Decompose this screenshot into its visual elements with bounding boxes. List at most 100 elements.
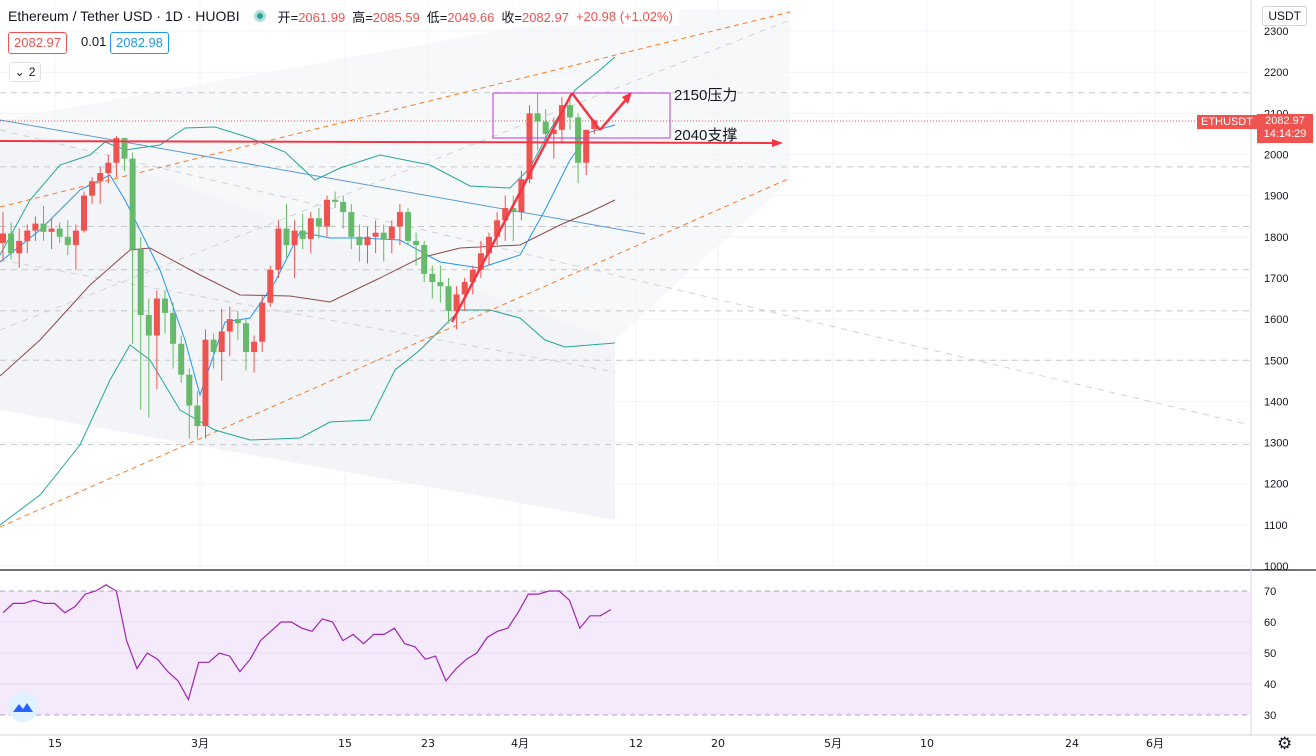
- price-tick-label: 1700: [1264, 273, 1288, 285]
- rsi-tick-label: 70: [1264, 586, 1276, 598]
- chevron-down-icon: ⌄: [14, 65, 25, 79]
- candle-body: [121, 138, 128, 159]
- time-tick-label: 24: [1065, 737, 1079, 750]
- candle-body: [510, 207, 517, 213]
- candle-body: [97, 173, 104, 182]
- time-tick-label: 15: [48, 737, 62, 750]
- candle-body: [283, 228, 290, 246]
- projection-arrow: [450, 92, 574, 323]
- resistance-annotation[interactable]: 2150压力: [674, 87, 738, 104]
- candle-body: [477, 253, 484, 270]
- candle-body: [518, 179, 525, 213]
- chart-legend[interactable]: Ethereum / Tether USD · 1D · HUOBI 开=206…: [8, 6, 679, 26]
- candle-body: [405, 212, 411, 241]
- candle-body: [461, 282, 468, 295]
- rsi-series: [2, 584, 612, 702]
- moving-average-line: [0, 124, 616, 397]
- candle-body: [113, 138, 120, 163]
- tradingview-logo-icon[interactable]: [8, 692, 38, 722]
- high-value: 高=2085.59: [352, 9, 420, 25]
- support-annotation[interactable]: 2040支撑: [674, 127, 738, 144]
- candle-body: [48, 228, 55, 232]
- price-axis[interactable]: 1000 1100 1200 1300 1400 1500 1600 1700 1800 1900…: [1264, 26, 1288, 722]
- candle-body: [583, 129, 590, 163]
- candle-body: [162, 298, 168, 313]
- candle-body: [16, 240, 23, 254]
- extended-trendline: [0, 19, 791, 331]
- price-tick-label: 1400: [1264, 396, 1288, 408]
- candle-body: [542, 121, 549, 134]
- time-tick-label: 15: [338, 737, 352, 750]
- currency-button[interactable]: USDT: [1262, 6, 1307, 26]
- candle-body: [356, 236, 363, 246]
- candle-body: [380, 232, 387, 239]
- candle-body: [421, 245, 428, 274]
- indicators-toggle-button[interactable]: ⌄ 2: [9, 62, 41, 82]
- price-tick-label: 2200: [1264, 67, 1288, 79]
- change-value: +20.98 (+1.02%): [575, 8, 673, 24]
- rsi-line: [2, 584, 612, 702]
- candle-body: [24, 230, 31, 241]
- time-tick-label: 6月: [1146, 737, 1164, 750]
- symbol-price-label: ETHUSDT: [1197, 115, 1257, 129]
- candle-body: [243, 323, 249, 353]
- last-price-value: 2082.97: [1265, 115, 1305, 127]
- price-tick-label: 1200: [1264, 479, 1288, 491]
- bb-upper-line: [0, 56, 616, 256]
- candle-body: [558, 105, 565, 130]
- candle-body: [64, 236, 71, 246]
- projection-arrow: [571, 92, 601, 131]
- close-value: 收=2082.97: [501, 9, 569, 25]
- candle-body: [234, 319, 241, 324]
- projection-arrow: [599, 94, 631, 131]
- time-tick-label: 12: [629, 737, 643, 750]
- descending-trendline: [0, 119, 646, 235]
- price-tick-label: 2000: [1264, 150, 1288, 162]
- resistance-zone-box: [492, 92, 671, 139]
- candle-body: [550, 129, 557, 134]
- candle-body: [315, 218, 322, 227]
- candle-body: [32, 223, 39, 231]
- candle-body: [591, 120, 598, 129]
- rsi-grid: [0, 590, 1251, 716]
- candle-body: [340, 201, 347, 213]
- candle-body: [526, 113, 533, 180]
- candle-body: [251, 341, 258, 353]
- price-tick-label: 1500: [1264, 355, 1288, 367]
- price-tick-label: 1100: [1264, 520, 1288, 532]
- support-resistance-drawings[interactable]: [0, 92, 783, 323]
- candle-body: [494, 220, 501, 237]
- bollinger-bands: [0, 56, 616, 526]
- sell-price-button[interactable]: 2082.97: [8, 32, 67, 54]
- candle-body: [72, 230, 79, 246]
- candle-body: [372, 232, 379, 237]
- candle-body: [575, 117, 582, 163]
- candle-body: [186, 374, 193, 406]
- candle-body: [332, 199, 339, 202]
- time-tick-label: 10: [920, 737, 934, 750]
- candle-body: [194, 405, 201, 427]
- symbol-title[interactable]: Ethereum / Tether USD · 1D · HUOBI: [8, 8, 240, 24]
- candle-body: [453, 294, 460, 311]
- buy-price-button[interactable]: 2082.98: [110, 32, 169, 54]
- candle-body: [89, 181, 96, 196]
- time-axis[interactable]: 15 3月 15 23 4月 12 20 5月 10 24 6月: [48, 737, 1164, 750]
- extended-trendline: [0, 129, 1251, 426]
- candle-body: [105, 162, 112, 174]
- rsi-tick-label: 30: [1264, 710, 1276, 722]
- support-line: [0, 140, 779, 144]
- candle-body: [364, 236, 371, 246]
- time-tick-label: 20: [711, 737, 725, 750]
- candle-body: [40, 223, 47, 232]
- candle-body: [388, 226, 395, 239]
- candle-body: [145, 314, 152, 336]
- candle-body: [275, 228, 282, 270]
- gear-icon[interactable]: ⚙: [1277, 734, 1293, 753]
- candle-body: [307, 218, 314, 239]
- time-tick-label: 3月: [191, 737, 209, 750]
- price-tick-label: 1900: [1264, 191, 1288, 203]
- low-value: 低=2049.66: [426, 9, 495, 25]
- price-tick-label: 1800: [1264, 232, 1288, 244]
- candle-body: [202, 339, 209, 427]
